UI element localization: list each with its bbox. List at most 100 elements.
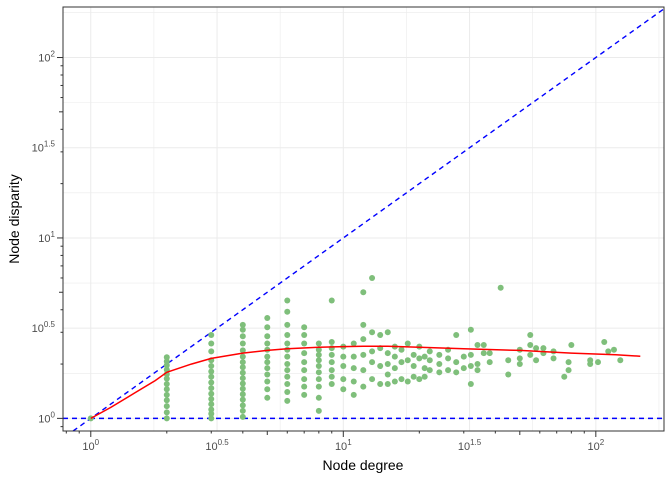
data-point — [565, 359, 572, 366]
data-points — [87, 274, 624, 422]
x-axis-ticks: 100 100.5 101 101.5 102 — [65, 431, 605, 453]
data-point — [328, 359, 335, 366]
data-point — [467, 351, 474, 358]
data-point — [410, 351, 417, 358]
data-point — [527, 351, 534, 358]
data-point — [421, 373, 428, 380]
data-point — [533, 357, 540, 364]
y-axis-ticks: 100 100.5 101 101.5 102 — [32, 50, 63, 428]
data-point — [360, 383, 367, 390]
x-tick-label: 100 — [82, 438, 99, 453]
data-point — [460, 365, 467, 372]
data-point — [360, 351, 367, 358]
data-point — [460, 353, 467, 360]
data-point — [163, 386, 170, 393]
data-point — [208, 348, 215, 355]
data-point — [264, 340, 271, 347]
data-point — [239, 413, 246, 420]
data-point — [369, 376, 376, 383]
data-point — [350, 365, 357, 372]
data-point — [239, 340, 246, 347]
data-point — [601, 339, 608, 346]
data-point — [436, 361, 443, 368]
data-point — [208, 331, 215, 338]
data-point — [264, 365, 271, 372]
data-point — [284, 361, 291, 368]
data-point — [284, 297, 291, 304]
data-point — [239, 385, 246, 392]
data-point — [315, 376, 322, 383]
data-point — [605, 348, 612, 355]
data-point — [369, 348, 376, 355]
data-point — [421, 353, 428, 360]
data-point — [410, 373, 417, 380]
data-point — [467, 363, 474, 370]
data-point — [360, 321, 367, 328]
data-point — [239, 364, 246, 371]
data-point — [426, 367, 433, 374]
x-tick-label: 102 — [587, 438, 604, 453]
data-point — [516, 355, 523, 362]
y-tick-label: 102 — [38, 50, 55, 65]
data-point — [239, 375, 246, 382]
data-point — [486, 359, 493, 366]
data-point — [315, 407, 322, 414]
data-point — [350, 391, 357, 398]
data-point — [445, 355, 452, 362]
data-point — [360, 289, 367, 296]
x-tick-label: 100.5 — [205, 438, 229, 453]
data-point — [398, 346, 405, 353]
y-tick-label: 101 — [38, 230, 55, 245]
data-point — [384, 371, 391, 378]
data-point — [340, 363, 347, 370]
data-point — [416, 355, 423, 362]
data-point — [360, 336, 367, 343]
data-point — [328, 373, 335, 380]
data-point — [284, 308, 291, 315]
data-point — [284, 346, 291, 353]
data-point — [328, 351, 335, 358]
data-point — [315, 369, 322, 376]
data-point — [410, 363, 417, 370]
x-tick-label: 101 — [335, 438, 352, 453]
data-point — [301, 367, 308, 374]
data-point — [398, 359, 405, 366]
data-point — [239, 333, 246, 340]
data-point — [284, 340, 291, 347]
data-point — [264, 394, 271, 401]
x-tick-label: 101.5 — [458, 438, 482, 453]
data-point — [301, 324, 308, 331]
data-point — [416, 376, 423, 383]
data-point — [421, 365, 428, 372]
data-point — [264, 314, 271, 321]
data-point — [315, 383, 322, 390]
data-point — [505, 357, 512, 364]
data-point — [163, 397, 170, 404]
data-point — [486, 350, 493, 357]
data-point — [360, 367, 367, 374]
data-point — [404, 357, 411, 364]
data-point — [527, 331, 534, 338]
data-point — [315, 351, 322, 358]
data-point — [426, 348, 433, 355]
data-point — [480, 342, 487, 349]
data-point — [163, 354, 170, 361]
data-point — [239, 347, 246, 354]
fit-curve — [90, 345, 641, 420]
data-point — [208, 390, 215, 397]
data-point — [340, 386, 347, 393]
data-point — [384, 350, 391, 357]
data-point — [453, 331, 460, 338]
data-point — [239, 321, 246, 328]
data-point — [328, 339, 335, 346]
data-point — [264, 333, 271, 340]
data-point — [561, 373, 568, 380]
data-point — [208, 401, 215, 408]
grid — [63, 7, 664, 431]
plot-panel-border — [62, 6, 665, 432]
data-point — [453, 369, 460, 376]
data-point — [301, 383, 308, 390]
data-point — [426, 357, 433, 364]
data-point — [384, 381, 391, 388]
data-point — [497, 284, 504, 291]
